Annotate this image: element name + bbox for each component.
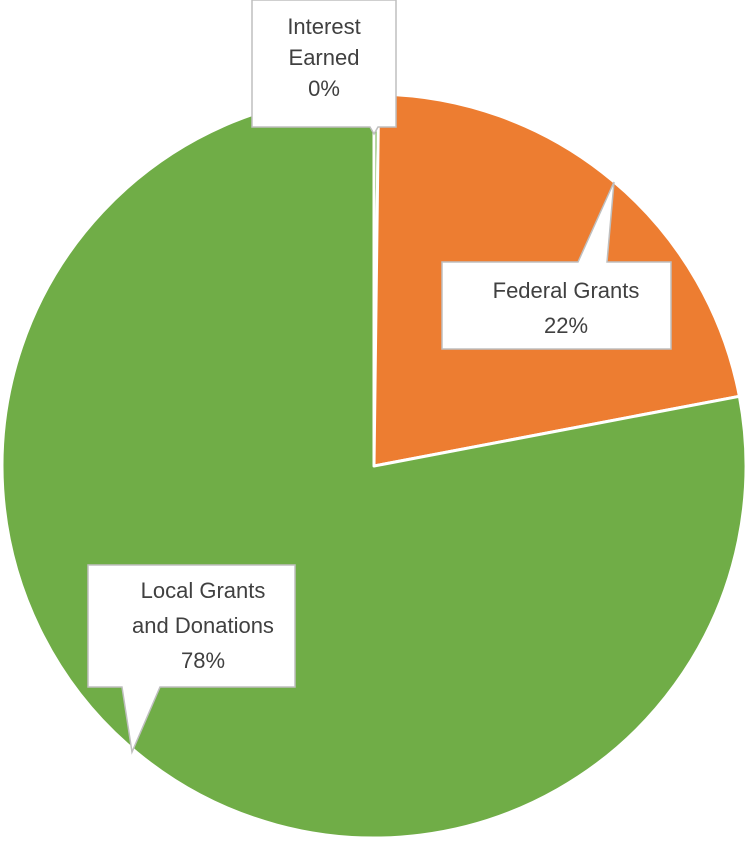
data-label-percent: 22% [544, 313, 588, 338]
data-label-federal-grants: Federal Grants 22% [441, 181, 672, 350]
data-label-percent: 78% [181, 648, 225, 673]
data-label-callouts: Interest Earned 0% Federal Grants 22% Local G… [87, 0, 672, 755]
data-label-percent: 0% [308, 76, 340, 101]
data-label-name: Federal Grants [493, 278, 640, 303]
data-label-name: Interest [287, 14, 360, 39]
data-label-local-grants-and-donations: Local Grants and Donations 78% [87, 564, 296, 755]
data-label-name: and Donations [132, 613, 274, 638]
data-label-name: Earned [289, 45, 360, 70]
data-label-interest-earned: Interest Earned 0% [251, 0, 397, 136]
callout-box [251, 0, 397, 136]
pie-slices [0, 92, 748, 840]
data-label-name: Local Grants [141, 578, 266, 603]
callout-box [87, 564, 296, 755]
callout-box [441, 181, 672, 350]
